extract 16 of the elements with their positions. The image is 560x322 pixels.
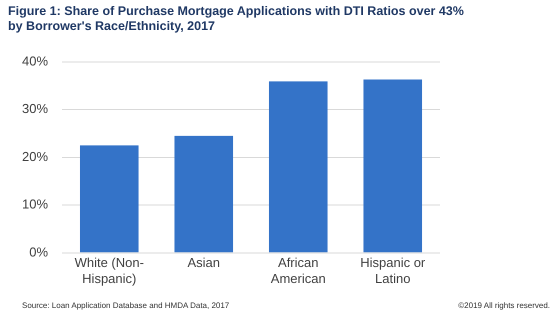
y-tick-label: 40% xyxy=(22,53,48,68)
bar xyxy=(363,79,422,252)
x-tick-label: African American xyxy=(270,255,326,286)
x-tick-label: Hispanic or Latino xyxy=(360,255,426,286)
y-tick-label: 0% xyxy=(29,244,48,260)
y-tick-label: 20% xyxy=(22,148,48,164)
x-tick-label: White (Non-Hispanic) xyxy=(74,255,144,286)
text: ©2019 All rights reserved. xyxy=(458,301,550,310)
bar xyxy=(80,145,139,252)
y-tick-label: 30% xyxy=(22,101,48,116)
bar xyxy=(268,81,328,252)
y-tick-label: 10% xyxy=(22,196,48,212)
chart-title: Figure 1: Share of Purchase Mortgage Applications with DTI Ratios over 43% by Borrower's Race/Ethnicity, 2017 xyxy=(8,4,465,34)
x-tick-label: Asian xyxy=(187,255,220,270)
source-note: Source: Loan Application Database and HMDA Data, 2017 xyxy=(22,301,230,310)
bar xyxy=(174,136,234,252)
